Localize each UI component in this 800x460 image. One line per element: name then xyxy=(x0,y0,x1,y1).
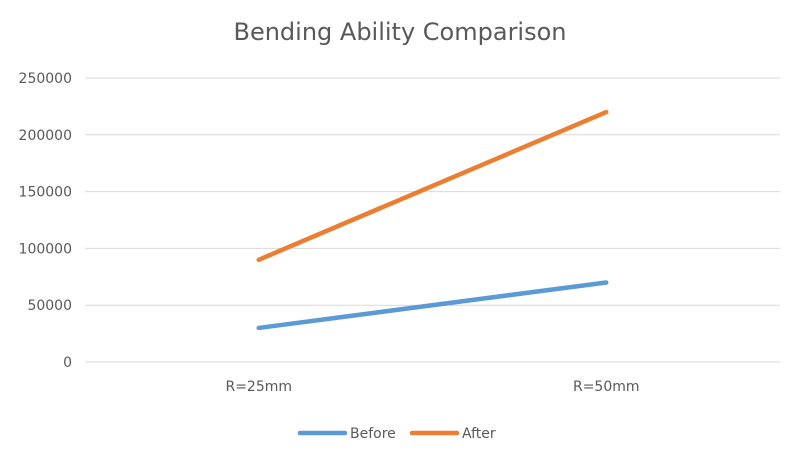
series-line-before xyxy=(256,280,609,331)
legend-item-after: After xyxy=(409,426,496,442)
series-lines xyxy=(256,109,609,331)
chart-title: Bending Ability Comparison xyxy=(233,18,566,46)
x-axis-tick-labels: R=25mm R=50mm xyxy=(225,379,639,395)
y-tick-label: 200000 xyxy=(19,128,72,144)
x-tick-label-r-25mm: R=25mm xyxy=(225,379,292,395)
y-tick-label: 150000 xyxy=(19,185,72,201)
gridlines xyxy=(85,77,780,363)
legend-label: After xyxy=(462,426,496,442)
legend-item-before: Before xyxy=(297,426,396,442)
legend-label: Before xyxy=(350,426,396,442)
series-line-after xyxy=(256,109,609,263)
y-tick-label: 100000 xyxy=(19,241,72,257)
legend: Before After xyxy=(297,426,496,442)
y-tick-label: 50000 xyxy=(27,298,72,314)
y-tick-label: 0 xyxy=(63,355,72,371)
x-tick-label-r-50mm: R=50mm xyxy=(573,379,640,395)
y-tick-label: 250000 xyxy=(19,71,72,87)
y-axis-tick-labels: 0 50000 100000 150000 200000 250000 xyxy=(19,71,72,371)
